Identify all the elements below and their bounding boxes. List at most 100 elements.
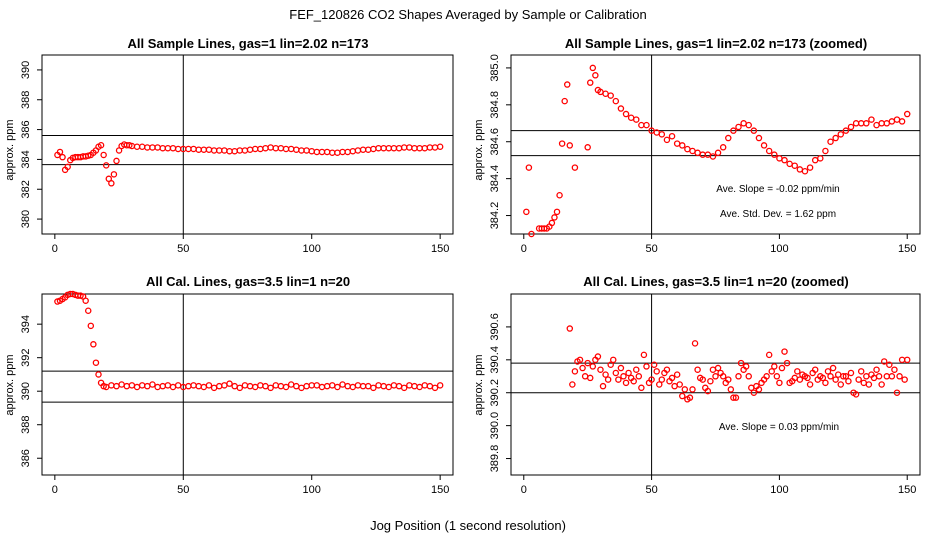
data-point (845, 377, 852, 385)
data-point (359, 382, 367, 390)
data-point (385, 144, 393, 152)
y-tick-label: 385.0 (489, 54, 501, 82)
y-tick-label: 390.2 (489, 379, 501, 407)
data-point (426, 144, 434, 151)
data-point (282, 145, 290, 153)
data-point (293, 382, 300, 390)
data-point (860, 379, 868, 387)
data-point (765, 351, 773, 359)
data-point (730, 394, 737, 401)
data-point (133, 143, 141, 150)
data-point (888, 373, 896, 380)
data-point (113, 157, 120, 165)
data-point (395, 144, 403, 152)
x-tick-label: 150 (431, 243, 449, 255)
data-point (190, 382, 197, 389)
annotation-ave-std-dev: Ave. Std. Dev. = 1.62 ppm (720, 209, 836, 220)
x-tick-label: 100 (303, 243, 321, 255)
data-point (617, 364, 625, 372)
data-point (329, 382, 336, 389)
data-point (411, 382, 418, 390)
data-point (561, 97, 568, 105)
data-point (221, 382, 228, 389)
data-point (658, 376, 666, 383)
data-point (648, 376, 655, 383)
data-point (169, 383, 177, 391)
data-point (226, 380, 233, 387)
data-point (149, 144, 156, 151)
data-point (699, 376, 706, 383)
data-point (579, 364, 586, 372)
data-point (190, 145, 197, 153)
data-point (863, 373, 870, 380)
data-point (406, 144, 413, 151)
data-point (686, 394, 694, 401)
data-point (364, 382, 372, 390)
data-point (635, 373, 643, 380)
data-point (781, 348, 788, 355)
y-axis-label: approx. ppm (473, 119, 485, 180)
data-point (102, 162, 110, 169)
x-tick-label: 150 (431, 484, 449, 496)
data-point (773, 373, 781, 380)
data-point (370, 384, 377, 392)
data-point (725, 134, 732, 142)
data-point (901, 376, 908, 383)
data-point (364, 146, 372, 153)
data-point (174, 145, 182, 153)
data-point (556, 191, 563, 199)
data-point (569, 381, 576, 388)
data-point (837, 381, 845, 388)
data-point (840, 373, 847, 380)
data-point (334, 383, 341, 391)
data-point (551, 214, 558, 221)
y-tick-label: 390 (20, 382, 32, 400)
data-point (205, 382, 213, 389)
data-point (354, 382, 362, 389)
data-point (251, 383, 259, 391)
data-point (750, 127, 758, 134)
data-point (334, 149, 341, 156)
data-point (875, 373, 883, 380)
data-point (763, 373, 770, 380)
data-point (771, 151, 778, 158)
data-point (97, 141, 105, 149)
data-point (154, 144, 161, 151)
data-point (82, 297, 89, 304)
data-point (842, 127, 850, 134)
data-point (164, 382, 172, 389)
x-tick-label: 100 (770, 243, 788, 255)
data-point (679, 392, 686, 400)
y-tick-label: 380 (20, 210, 32, 228)
data-point (714, 149, 722, 157)
data-point (786, 160, 793, 168)
data-point (857, 120, 865, 127)
data-point (195, 382, 202, 390)
data-point (231, 147, 238, 155)
y-tick-label: 389.8 (489, 445, 501, 473)
data-point (656, 381, 663, 388)
data-point (806, 381, 814, 388)
data-point (257, 382, 264, 389)
data-point (694, 149, 701, 157)
plot-frame (510, 293, 921, 476)
data-point (576, 356, 584, 364)
data-point (528, 230, 535, 238)
data-point (416, 383, 423, 391)
data-point (640, 351, 648, 359)
data-point (174, 382, 182, 389)
data-point (755, 134, 763, 142)
data-point (888, 118, 896, 125)
data-point (95, 371, 102, 378)
data-point (817, 155, 824, 162)
x-tick-label: 100 (770, 484, 788, 496)
data-point (416, 144, 423, 152)
panel-bottom-left: All Cal. Lines, gas=3.5 lin=1 n=20 appro… (4, 274, 454, 496)
data-point (898, 118, 906, 125)
y-axis-label: approx. ppm (4, 354, 16, 415)
data-point (883, 373, 891, 380)
y-tick-label: 390.6 (489, 313, 501, 341)
y-tick-label: 382 (20, 180, 32, 198)
data-point (400, 144, 408, 151)
data-point (56, 148, 64, 156)
